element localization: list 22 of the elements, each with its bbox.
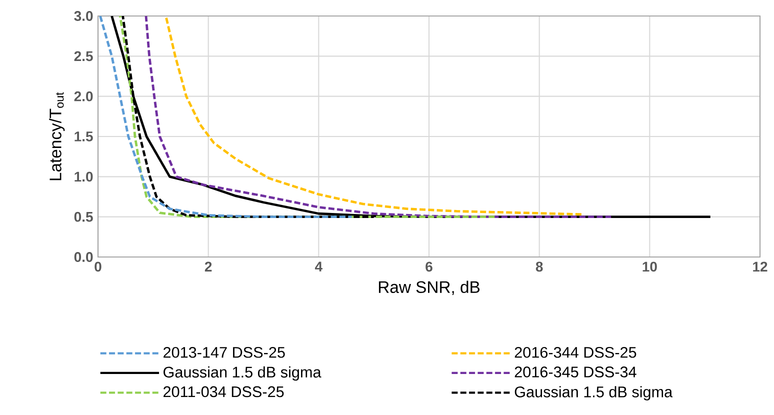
y-tick-label: 0.5 [74,212,93,222]
x-tick-label: 10 [642,262,657,272]
legend-label: 2013-147 DSS-25 [164,346,285,358]
legend-label: Gaussian 1.5 dB sigma [514,386,673,400]
x-tick-label: 12 [753,262,768,272]
x-tick-label: 0 [94,262,102,272]
y-tick-label: 1.5 [74,132,93,142]
y-tick-label: 2.0 [74,91,93,102]
legend-label: 2016-344 DSS-25 [514,346,636,358]
x-tick-label: 8 [536,262,543,272]
y-tick-label: 3.0 [74,11,93,21]
legend-label: 2011-034 DSS-25 [164,386,284,398]
y-tick-label: 0.0 [74,252,93,262]
y-tick-label: 1.0 [74,172,93,182]
y-tick-label: 2.5 [74,51,93,62]
x-axis-title: Raw SNR, dB [378,280,480,295]
x-tick-label: 2 [204,262,212,272]
legend-label: Gaussian 1.5 dB sigma [164,366,322,381]
x-tick-label: 4 [314,262,322,272]
y-axis-title: Latency/T$_{out}$ [49,92,65,180]
legend-label: 2016-345 DSS-34 [514,366,636,378]
x-tick-label: 6 [426,262,432,272]
